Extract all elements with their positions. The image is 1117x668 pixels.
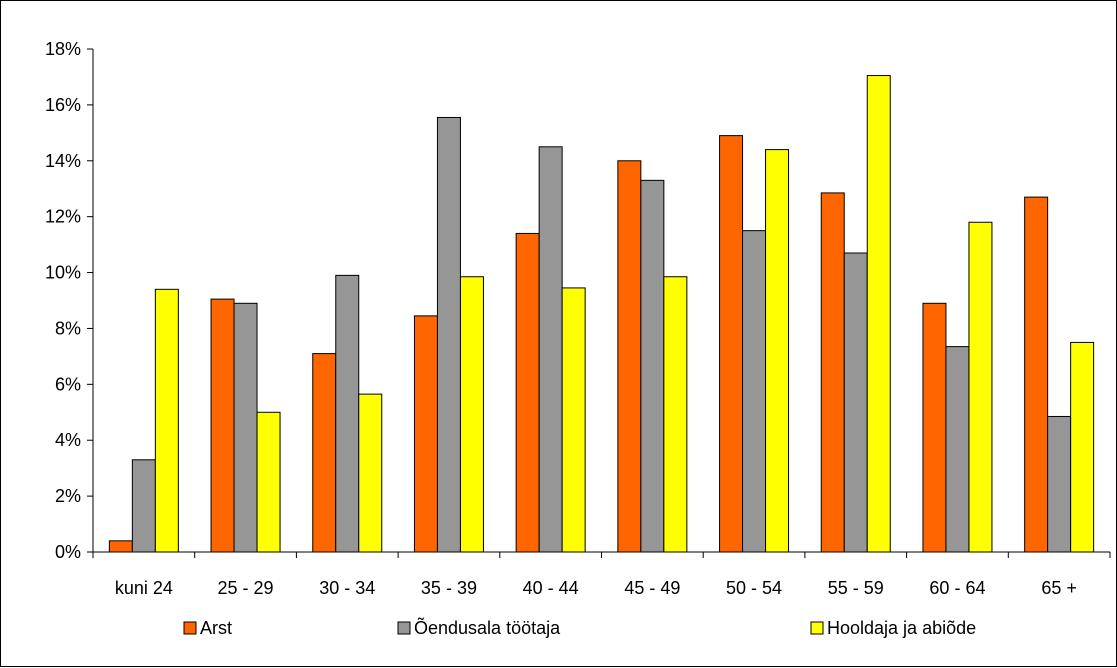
bar-arst xyxy=(922,302,947,553)
y-tick-label: 16% xyxy=(45,95,81,115)
bar-hooldaja-ja-abiõde xyxy=(1070,341,1095,553)
bar-arst xyxy=(719,135,744,553)
legend-label: Arst xyxy=(200,618,232,638)
bar-õendusala-töötaja xyxy=(233,302,258,553)
legend-swatch xyxy=(183,621,197,635)
y-tick-label: 14% xyxy=(45,151,81,171)
x-tick-label: 35 - 39 xyxy=(421,578,477,598)
bar-hooldaja-ja-abiõde xyxy=(561,287,586,553)
bar-õendusala-töötaja xyxy=(131,459,156,553)
bar-arst xyxy=(820,192,845,553)
x-tick-label: 60 - 64 xyxy=(929,578,985,598)
bar-õendusala-töötaja xyxy=(335,274,360,553)
bar-hooldaja-ja-abiõde xyxy=(663,276,688,553)
bar-õendusala-töötaja xyxy=(538,146,563,553)
bar-arst xyxy=(515,232,540,553)
bar-hooldaja-ja-abiõde xyxy=(459,276,484,553)
bar-hooldaja-ja-abiõde xyxy=(256,411,281,553)
bar-arst xyxy=(1024,196,1049,553)
bar-õendusala-töötaja xyxy=(436,116,461,553)
legend-swatch xyxy=(397,621,411,635)
legend-label: Hooldaja ja abiõde xyxy=(827,618,976,638)
y-tick-label: 8% xyxy=(55,318,81,338)
bar-arst xyxy=(210,298,235,553)
x-tick-label: 50 - 54 xyxy=(726,578,782,598)
bar-arst xyxy=(108,540,133,553)
x-tick-label: 25 - 29 xyxy=(218,578,274,598)
bar-arst xyxy=(617,160,642,553)
x-tick-label: kuni 24 xyxy=(115,578,173,598)
bar-õendusala-töötaja xyxy=(640,179,665,553)
y-tick-label: 10% xyxy=(45,263,81,283)
bar-õendusala-töötaja xyxy=(843,252,868,553)
bar-õendusala-töötaja xyxy=(742,230,767,553)
bar-hooldaja-ja-abiõde xyxy=(968,221,993,553)
y-tick-label: 4% xyxy=(55,430,81,450)
y-tick-label: 0% xyxy=(55,542,81,562)
x-tick-label: 30 - 34 xyxy=(319,578,375,598)
bar-arst xyxy=(413,315,438,553)
bar-hooldaja-ja-abiõde xyxy=(154,288,179,553)
x-tick-label: 45 - 49 xyxy=(624,578,680,598)
bar-hooldaja-ja-abiõde xyxy=(765,149,790,553)
bar-õendusala-töötaja xyxy=(1047,415,1072,553)
bar-õendusala-töötaja xyxy=(945,346,970,553)
bar-arst xyxy=(312,353,337,553)
x-tick-label: 55 - 59 xyxy=(828,578,884,598)
y-tick-label: 6% xyxy=(55,374,81,394)
x-tick-label: 65 + xyxy=(1041,578,1077,598)
legend-swatch xyxy=(810,621,824,635)
bar-hooldaja-ja-abiõde xyxy=(358,393,383,553)
y-tick-label: 12% xyxy=(45,207,81,227)
legend-label: Õendusala töötaja xyxy=(414,617,561,638)
x-tick-label: 40 - 44 xyxy=(523,578,579,598)
y-tick-label: 2% xyxy=(55,486,81,506)
y-tick-label: 18% xyxy=(45,39,81,59)
bar-hooldaja-ja-abiõde xyxy=(866,75,891,553)
